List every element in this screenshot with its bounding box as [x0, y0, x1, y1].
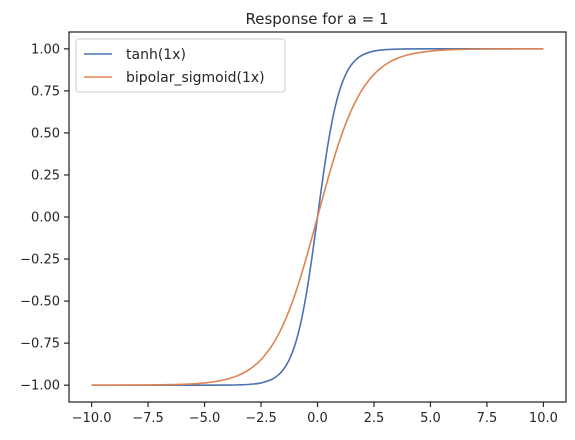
x-axis: −10.0 −7.5 −5.0 −2.5 0.0 2.5 5.0 7.5 10.0 [72, 402, 558, 426]
chart-title: Response for a = 1 [245, 10, 388, 28]
x-tick-label: −2.5 [245, 411, 277, 426]
x-tick-label: −10.0 [72, 411, 112, 426]
y-tick-label: 1.00 [31, 42, 60, 57]
y-tick-label: −1.00 [20, 379, 60, 394]
x-tick-label: 2.5 [364, 411, 385, 426]
y-tick-label: −0.25 [20, 253, 60, 268]
x-tick-label: 5.0 [420, 411, 441, 426]
x-tick-label: 10.0 [529, 411, 558, 426]
series-layer [91, 48, 544, 386]
y-tick-label: 0.00 [31, 211, 60, 226]
legend-box [75, 38, 286, 93]
y-tick-label: −0.75 [20, 337, 60, 352]
y-tick-label: 0.50 [31, 126, 60, 141]
y-tick-label: 0.75 [31, 84, 60, 99]
legend-label-bipolar-sigmoid: bipolar_sigmoid(1x) [126, 70, 265, 86]
x-tick-label: 0.0 [307, 411, 328, 426]
legend-label-tanh: tanh(1x) [126, 47, 186, 63]
legend: tanh(1x) bipolar_sigmoid(1x) [75, 38, 286, 93]
x-tick-label: −5.0 [189, 411, 221, 426]
y-tick-label: −0.50 [20, 295, 60, 310]
x-tick-label: −7.5 [132, 411, 164, 426]
y-tick-label: 0.25 [31, 168, 60, 183]
y-axis: −1.00 −0.75 −0.50 −0.25 0.00 0.25 0.50 0.75 1.00 [20, 42, 69, 394]
series-line-bipolar-sigmoid [91, 48, 544, 386]
x-tick-label: 7.5 [477, 411, 498, 426]
